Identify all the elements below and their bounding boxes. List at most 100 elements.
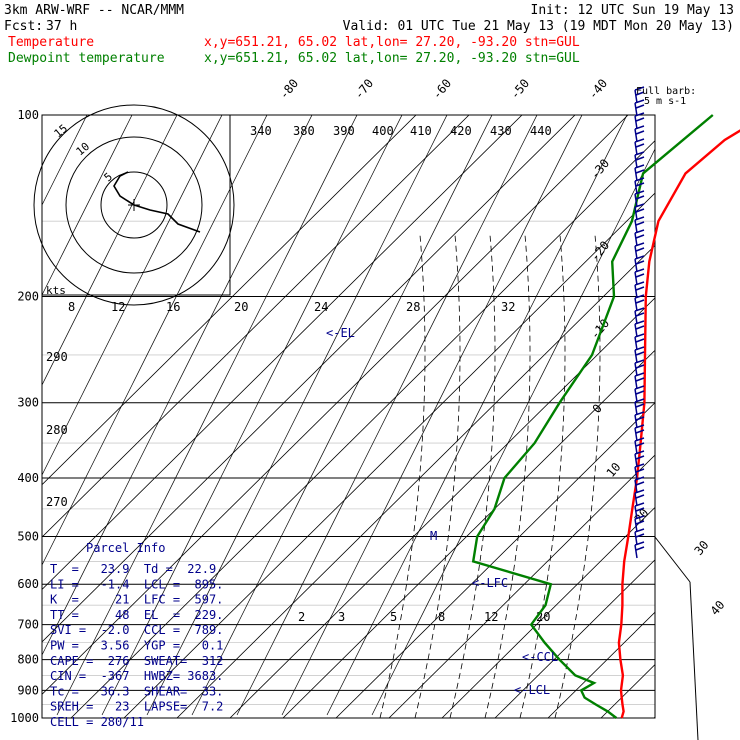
speed-tick-label: 8 [68,300,75,314]
wind-barb [634,86,645,104]
dewpoint-trace [471,114,714,719]
speed-tick-label: 16 [166,300,180,314]
dry-adiabat [56,115,358,716]
wind-barb [634,177,645,195]
hodograph-ring-label: 5 [102,170,115,184]
parcel-info-row: PW = 3.56 YGP = 0.1 [50,639,223,653]
isotherm [335,402,655,718]
wind-barb [634,320,645,338]
theta-label: 430 [490,124,512,138]
hodograph-ring [65,136,203,274]
barb-frame-line [689,581,699,740]
level-marker: <-LCL [514,683,550,697]
theta-label: 380 [293,124,315,138]
hodograph-unit: kts [46,284,66,297]
isotherm-label: 10 [604,460,624,480]
parcel-info-row: SREH = 23 LAPSE= 7.2 [50,700,223,714]
parcel-info-row: CELL = 280/11 [50,715,144,729]
isotherm [42,115,417,486]
mixing-ratio-label: 2 [298,610,305,624]
parcel-info-row: CAPE = 276 SWEAT= 312 [50,654,223,668]
wind-barb [634,281,645,299]
wind-barb [634,333,645,351]
isotherm-label: -30 [588,156,613,182]
hodograph-ring-label: 10 [74,140,93,158]
wind-barb [634,450,645,468]
isotherm [707,115,740,718]
hodograph-ring [33,104,235,306]
isotherm [388,454,655,718]
isotherm-label: -10 [588,316,613,342]
dewpoint-legend: Dewpoint temperature [8,51,165,66]
mixing-ratio-label: 5 [390,610,397,624]
isotherm-label: -40 [586,76,611,102]
barb-legend-line1: Full barb: [636,86,696,97]
isotherm-label: -70 [352,76,377,102]
level-annotations: <-EL <-LFC <-CCL <-LCL M [326,326,558,697]
isotherm-label: -50 [508,76,533,102]
isotherm-label: -60 [430,76,455,102]
wind-barb [634,372,645,390]
forecast-label: Fcst: [4,19,43,34]
dry-adiabat [191,115,493,716]
moist-adiabat [554,234,601,718]
isotherm [42,115,523,591]
wind-barb [634,255,645,273]
mixing-ratio-label: 8 [438,610,445,624]
wind-barb [634,138,645,156]
wind-barb [634,164,645,182]
isotherm [282,349,655,718]
wind-barb [634,203,645,221]
pressure-tick-label: 900 [17,683,39,697]
theta-label: 400 [372,124,394,138]
dry-adiabat [281,115,583,716]
pressure-tick-label: 100 [17,108,39,122]
temperature-legend: Temperature [8,35,94,50]
speed-tick-label: 24 [314,300,328,314]
temperature-location: x,y=651.21, 65.02 lat,lon= 27.20, -93.20… [204,35,580,50]
speed-tick-label: 32 [501,300,515,314]
isotherm [441,506,655,718]
hodograph-ring-label: 15 [52,122,71,140]
isotherm-label: 30 [692,538,712,558]
moist-adiabat [379,234,426,718]
level-marker: <-CCL [522,650,558,664]
level-marker: M [430,529,437,543]
isotherm-label: 40 [708,598,728,618]
isotherm [547,611,655,718]
forecast-hours: 37 h [46,19,77,34]
wind-barb [634,411,645,429]
isotherm [176,244,655,718]
barb-frame-line [654,536,691,583]
speed-tick-label: 28 [406,300,420,314]
moist-adiabat [519,234,566,718]
pressure-tick-label: 700 [17,618,39,632]
moist-adiabat [414,234,461,718]
speed-tick-label: 12 [111,300,125,314]
isotherm-label: 0 [590,401,605,416]
wind-barb [634,463,645,481]
dry-adiabat [326,115,628,716]
wind-barb-column [634,86,699,740]
parcel-info-panel: Parcel Info T = 23.9 Td = 22.9LI = -1.4 … [50,541,223,729]
mixing-ratio-label: 12 [484,610,498,624]
speed-tick-label: 20 [234,300,248,314]
level-marker: <-EL [326,326,355,340]
pressure-tick-label: 1000 [10,711,39,725]
parcel-info-row: CIN = -367 HWBZ= 3683. [50,669,223,683]
hodograph-center [128,199,140,211]
dry-adiabat [42,115,313,656]
theta-label: 270 [46,495,68,509]
valid-time: Valid: 01 UTC Tue 21 May 13 (19 MDT Mon … [343,19,734,34]
dry-adiabat [42,115,223,476]
pressure-tick-label: 300 [17,396,39,410]
wind-barb [634,307,645,325]
dry-adiabat [371,148,655,716]
dry-adiabat [101,115,403,716]
parcel-info-row: TT = 48 EL = 229. [50,608,223,622]
wind-barb [634,190,645,208]
wind-barb [634,424,645,442]
theta-label: 280 [46,423,68,437]
